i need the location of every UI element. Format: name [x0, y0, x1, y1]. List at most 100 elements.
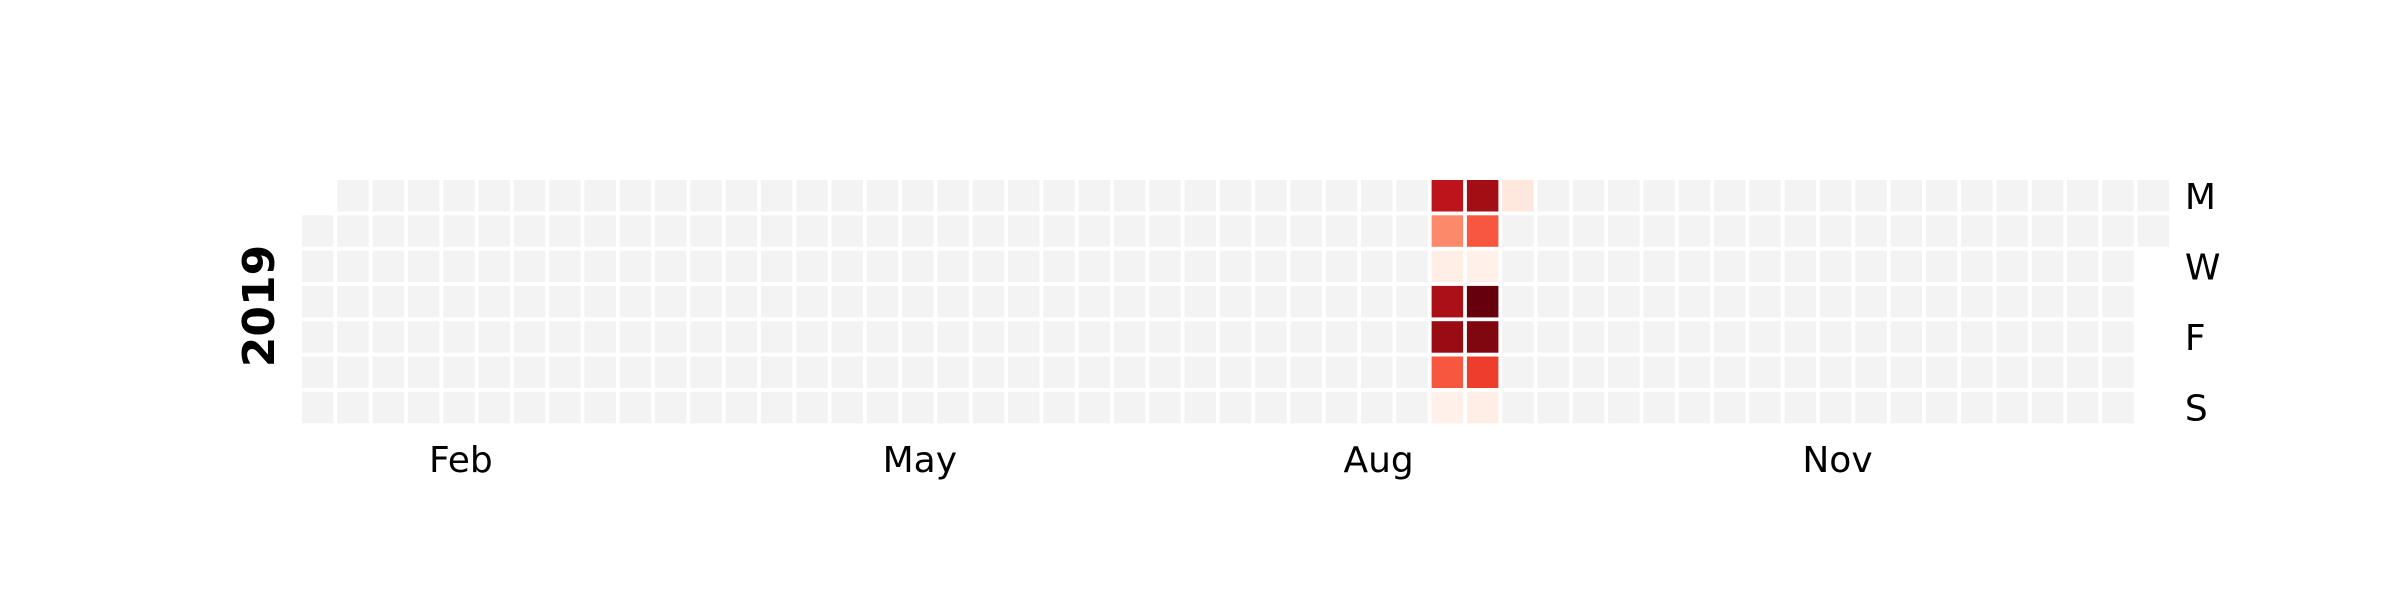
heatmap-cell	[831, 321, 863, 353]
heatmap-cell	[1043, 215, 1075, 247]
heatmap-cell	[1608, 356, 1640, 388]
heatmap-cell	[549, 180, 581, 212]
heatmap-cell	[1855, 356, 1887, 388]
heatmap-cell	[690, 356, 722, 388]
heatmap-cell	[513, 285, 546, 318]
heatmap-cell	[2031, 391, 2064, 424]
heatmap-cell	[1572, 321, 1605, 353]
heatmap-cell	[1890, 391, 1922, 424]
heatmap-cell	[1996, 391, 2028, 424]
heatmap-cell	[1678, 250, 1711, 283]
heatmap-cell	[1608, 285, 1640, 318]
heatmap-cell	[1008, 215, 1040, 247]
heatmap-cell	[2067, 356, 2099, 388]
heatmap-cell	[831, 250, 863, 283]
heatmap-cell	[1078, 285, 1111, 318]
heatmap-cell	[937, 215, 969, 247]
heatmap-cell	[619, 180, 652, 212]
heatmap-cell	[690, 285, 722, 318]
heatmap-cell	[443, 391, 475, 424]
heatmap-cell	[831, 215, 863, 247]
heatmap-cell	[443, 321, 475, 353]
heatmap-cell	[478, 356, 510, 388]
heatmap-cell	[478, 215, 510, 247]
heatmap-cell	[2102, 285, 2134, 318]
heatmap-cell	[1749, 180, 1781, 212]
heatmap-cell	[1184, 391, 1216, 424]
month-tick-label: May	[883, 440, 957, 481]
heatmap-cell	[1572, 250, 1605, 283]
heatmap-cell	[584, 180, 616, 212]
heatmap-cell	[902, 391, 934, 424]
heatmap-cell	[655, 356, 687, 388]
heatmap-cell	[2067, 321, 2099, 353]
heatmap-cell	[1502, 250, 1534, 283]
heatmap-cell	[513, 250, 546, 283]
heatmap-cell	[1113, 321, 1146, 353]
heatmap-cell	[1113, 285, 1146, 318]
heatmap-cell	[1078, 321, 1111, 353]
heatmap-cell	[478, 285, 510, 318]
heatmap-cell	[937, 391, 969, 424]
heatmap-cell	[1255, 285, 1287, 318]
heatmap-cell	[1502, 356, 1534, 388]
heatmap-cell	[443, 215, 475, 247]
heatmap-cell	[655, 391, 687, 424]
heatmap-cell	[1572, 215, 1605, 247]
heatmap-cell	[725, 356, 758, 388]
heatmap-cell	[1078, 180, 1111, 212]
heatmap-cell	[796, 321, 828, 353]
heatmap-cell	[584, 285, 616, 318]
heatmap-cell	[760, 391, 793, 424]
heatmap-cell	[1290, 356, 1322, 388]
heatmap-cell	[655, 215, 687, 247]
heatmap-cell	[1961, 321, 1993, 353]
heatmap-cell	[902, 321, 934, 353]
heatmap-cell	[1361, 215, 1393, 247]
heatmap-cell	[1184, 180, 1216, 212]
heatmap-cell	[1219, 391, 1252, 424]
heatmap-cell	[866, 356, 899, 388]
heatmap-cell	[1961, 215, 1993, 247]
heatmap-cell	[1996, 356, 2028, 388]
heatmap-cell	[1749, 356, 1781, 388]
heatmap-cell	[1113, 356, 1146, 388]
heatmap-cell	[1396, 356, 1428, 388]
heatmap-cell	[337, 215, 369, 247]
heatmap-cell-active	[1502, 180, 1534, 212]
heatmap-cell	[1749, 391, 1781, 424]
heatmap-cell	[866, 215, 899, 247]
heatmap-cell	[1572, 356, 1605, 388]
heatmap-cell	[1678, 215, 1711, 247]
heatmap-cell	[1361, 391, 1393, 424]
heatmap-cell	[1961, 250, 1993, 283]
heatmap-cell	[1361, 180, 1393, 212]
heatmap-cell	[302, 321, 334, 353]
heatmap-cell	[1113, 250, 1146, 283]
heatmap-cell	[1608, 250, 1640, 283]
heatmap-cell	[1396, 250, 1428, 283]
heatmap-cell	[1078, 356, 1111, 388]
heatmap-cell	[831, 356, 863, 388]
heatmap-cell	[1678, 391, 1711, 424]
heatmap-cell	[690, 250, 722, 283]
heatmap-cell	[2067, 215, 2099, 247]
heatmap-cell	[2102, 391, 2134, 424]
heatmap-cell	[831, 285, 863, 318]
heatmap-cell	[1361, 285, 1393, 318]
heatmap-cell	[760, 215, 793, 247]
heatmap-cell	[2102, 180, 2134, 212]
heatmap-cell	[1255, 180, 1287, 212]
heatmap-cell	[1749, 321, 1781, 353]
heatmap-cell	[1714, 391, 1746, 424]
heatmap-cell	[725, 215, 758, 247]
heatmap-cell	[725, 321, 758, 353]
heatmap-cell	[407, 180, 440, 212]
heatmap-cell	[1502, 285, 1534, 318]
heatmap-cell	[2067, 250, 2099, 283]
heatmap-cell	[1714, 356, 1746, 388]
heatmap-cell	[478, 321, 510, 353]
heatmap-cell	[866, 180, 899, 212]
heatmap-cell	[796, 285, 828, 318]
